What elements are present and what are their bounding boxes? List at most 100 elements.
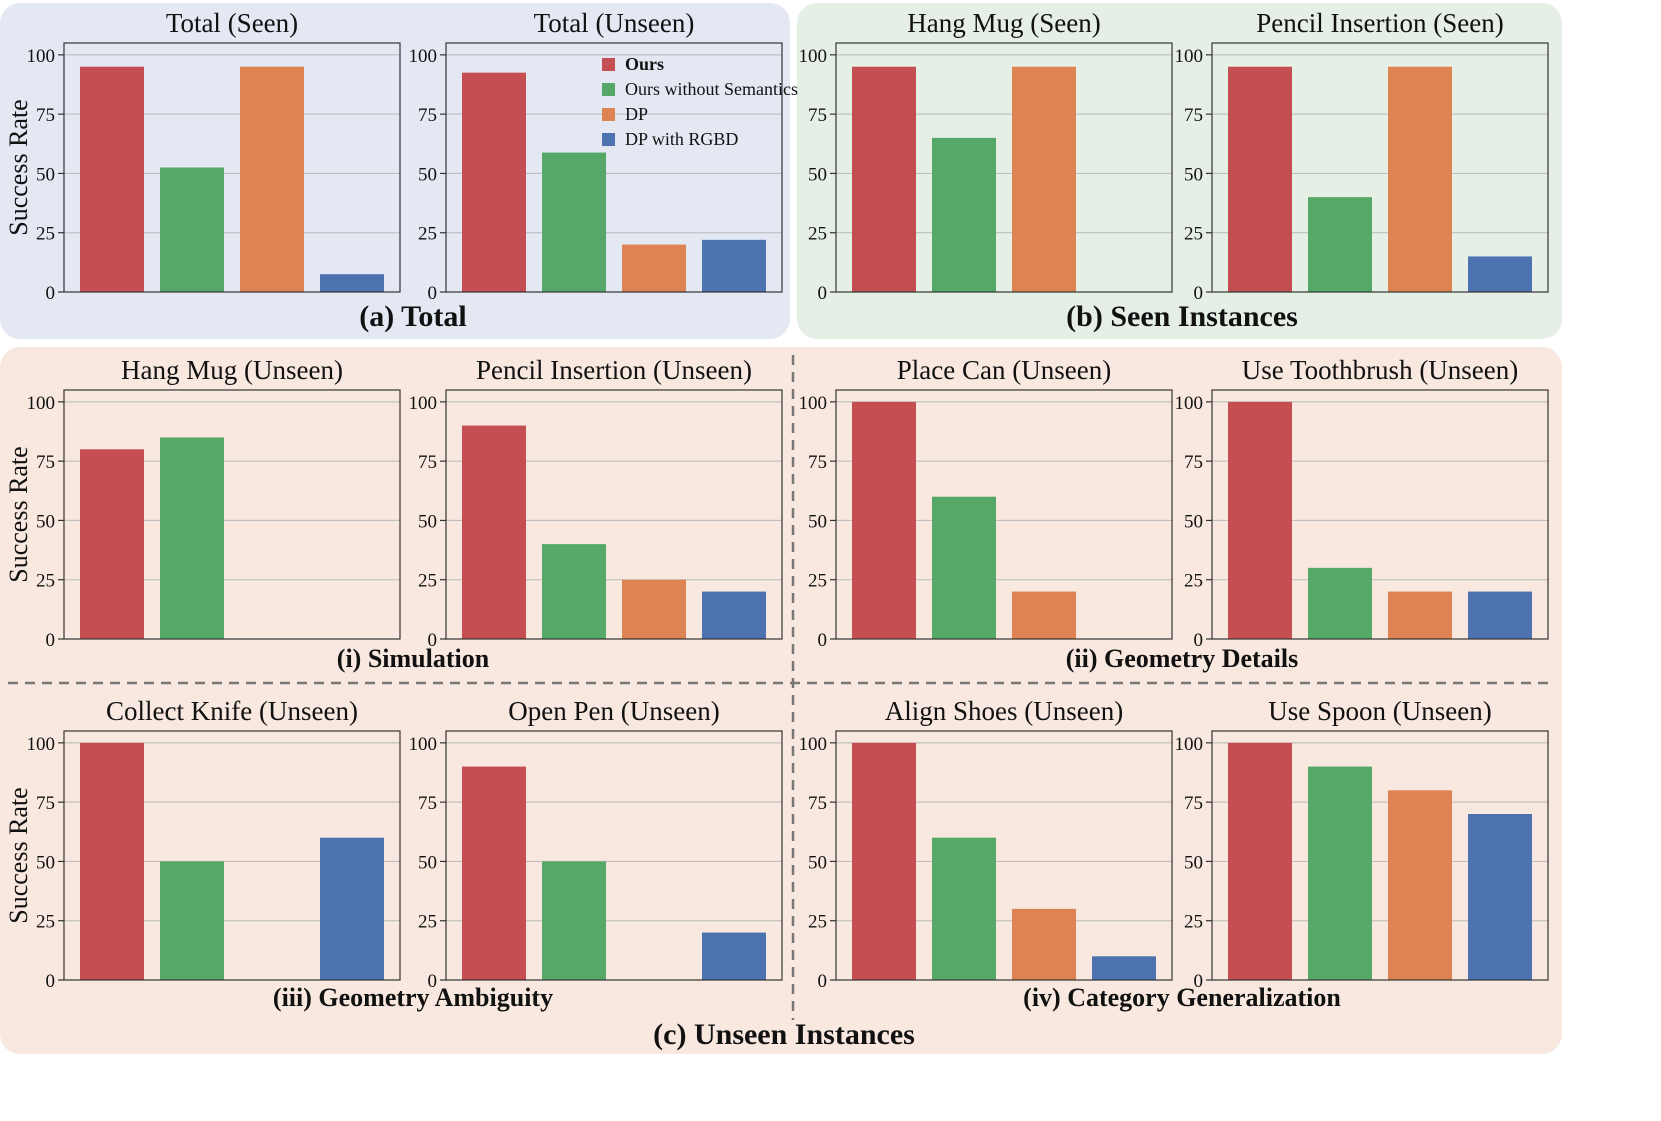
subplot-10: 0 25 50 75 100 Open Pen (Unseen) [409, 696, 783, 992]
bar-ours [852, 66, 916, 292]
y-tick-label: 0 [46, 971, 56, 992]
subsection-title-category-generalization: (iv) Category Generalization [1023, 983, 1341, 1012]
bar-ours-without-semantics [542, 152, 606, 292]
bar-ours [80, 742, 144, 980]
subplot-1: 0 25 50 75 100 Total (Seen) Success Rate [4, 8, 401, 304]
y-tick-label: 75 [1184, 793, 1203, 814]
subplot-title: Pencil Insertion (Seen) [1256, 8, 1503, 38]
y-tick-label: 50 [36, 164, 55, 185]
legend-swatch-ours-without-semantics [602, 83, 615, 96]
y-tick-label: 100 [409, 734, 438, 755]
bar-dp-with-rgbd [702, 239, 766, 292]
subplot-7: 0 25 50 75 100 Place Can (Unseen) [799, 355, 1173, 651]
y-tick-label: 100 [1175, 734, 1204, 755]
subplot-title: Hang Mug (Seen) [907, 8, 1100, 38]
bar-dp [1012, 591, 1076, 639]
subsection-title-simulation: (i) Simulation [337, 644, 490, 673]
y-tick-label: 100 [1175, 393, 1204, 414]
y-tick-label: 75 [418, 105, 437, 126]
y-tick-label: 100 [799, 734, 828, 755]
y-tick-label: 0 [1194, 283, 1204, 304]
bar-dp [1012, 66, 1076, 292]
legend-label: Ours without Semantics [625, 79, 798, 99]
subplot-6: 0 25 50 75 100 Pencil Insertion (Unseen) [409, 355, 783, 651]
bar-ours [462, 72, 526, 293]
subplot-3: 0 25 50 75 100 Hang Mug (Seen) [799, 8, 1173, 304]
subplot-title: Total (Seen) [166, 8, 298, 38]
legend-item-dp-with-rgbd: DP with RGBD [602, 127, 798, 152]
y-tick-label: 75 [808, 452, 827, 473]
bar-ours [852, 401, 916, 639]
y-tick-label: 0 [428, 283, 438, 304]
bar-ours [1228, 742, 1292, 980]
bar-ours [80, 449, 144, 639]
subplot-title: Pencil Insertion (Unseen) [476, 355, 752, 385]
y-tick-label: 25 [418, 912, 437, 933]
subplot-title: Align Shoes (Unseen) [885, 696, 1123, 726]
y-tick-label: 25 [1184, 912, 1203, 933]
y-tick-label: 0 [1194, 630, 1204, 651]
y-tick-label: 100 [799, 393, 828, 414]
subplot-9: 0 25 50 75 100 Collect Knife (Unseen) Success … [4, 696, 401, 992]
bar-dp-with-rgbd [1468, 814, 1532, 980]
subplot-5: 0 25 50 75 100 Hang Mug (Unseen) Success Rate [4, 355, 401, 651]
y-tick-label: 25 [36, 224, 55, 245]
y-tick-label: 50 [808, 164, 827, 185]
subplot-title: Hang Mug (Unseen) [121, 355, 343, 385]
axes-frame [1211, 730, 1549, 981]
axes-frame [835, 389, 1173, 640]
axes-frame [445, 730, 783, 981]
y-tick-label: 100 [799, 46, 828, 67]
bar-dp [240, 66, 304, 292]
legend-swatch-dp [602, 108, 615, 121]
y-tick-label: 0 [818, 283, 828, 304]
y-tick-label: 50 [36, 852, 55, 873]
bar-dp-with-rgbd [1468, 591, 1532, 639]
y-tick-label: 100 [1175, 46, 1204, 67]
subplot-4: 0 25 50 75 100 Pencil Insertion (Seen) [1175, 8, 1549, 304]
y-tick-label: 75 [1184, 105, 1203, 126]
y-tick-label: 50 [418, 852, 437, 873]
y-tick-label: 75 [36, 105, 55, 126]
subplot-8: 0 25 50 75 100 Use Toothbrush (Unseen) [1175, 355, 1549, 651]
bar-dp-with-rgbd [702, 932, 766, 980]
y-tick-label: 25 [808, 912, 827, 933]
y-tick-label: 25 [418, 224, 437, 245]
y-tick-label: 50 [36, 511, 55, 532]
legend-item-ours-without-semantics: Ours without Semantics [602, 77, 798, 102]
subplot-11: 0 25 50 75 100 Align Shoes (Unseen) [799, 696, 1173, 992]
y-tick-label: 0 [428, 971, 438, 992]
subplot-title: Use Toothbrush (Unseen) [1242, 355, 1519, 385]
y-tick-label: 50 [418, 164, 437, 185]
y-axis-label: Success Rate [4, 446, 33, 582]
bar-dp-with-rgbd [320, 837, 384, 980]
bar-ours-without-semantics [1308, 766, 1372, 980]
bar-dp [622, 244, 686, 292]
axes-frame [835, 730, 1173, 981]
axes-frame [835, 42, 1173, 293]
y-tick-label: 100 [27, 46, 56, 67]
panel-b-title: (b) Seen Instances [1066, 300, 1298, 333]
legend-label: Ours [625, 54, 665, 74]
bar-ours-without-semantics [542, 544, 606, 639]
bar-ours [462, 766, 526, 980]
y-tick-label: 25 [36, 571, 55, 592]
bar-dp [1388, 591, 1452, 639]
y-tick-label: 100 [27, 393, 56, 414]
y-axis-label: Success Rate [4, 787, 33, 923]
bar-dp-with-rgbd [702, 591, 766, 639]
bar-dp [1388, 790, 1452, 980]
bar-ours [1228, 66, 1292, 292]
y-tick-label: 25 [1184, 224, 1203, 245]
y-tick-label: 75 [36, 452, 55, 473]
y-tick-label: 25 [36, 912, 55, 933]
legend: Ours Ours without Semantics DP DP with R… [602, 52, 798, 152]
y-tick-label: 0 [818, 630, 828, 651]
bar-dp [622, 579, 686, 639]
legend-item-ours: Ours [602, 52, 798, 77]
y-tick-label: 50 [808, 511, 827, 532]
y-tick-label: 75 [808, 105, 827, 126]
y-tick-label: 25 [1184, 571, 1203, 592]
bar-dp-with-rgbd [1092, 956, 1156, 980]
